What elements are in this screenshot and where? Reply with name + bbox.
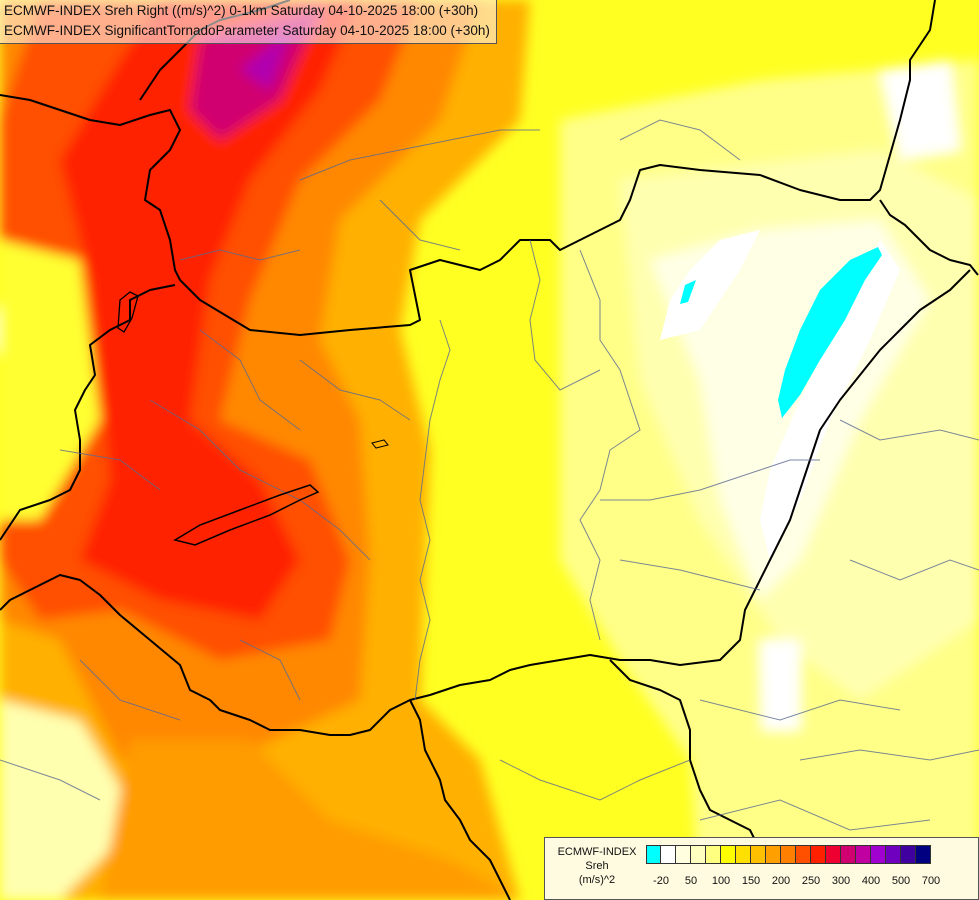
border-north xyxy=(179,0,936,336)
legend-title-line-2: Sreh xyxy=(585,860,609,872)
legend-swatch xyxy=(646,845,661,864)
legend-swatch xyxy=(796,845,811,864)
legend-swatch xyxy=(736,845,751,864)
legend-tick-label: 50 xyxy=(684,875,698,887)
legend-swatch xyxy=(886,845,901,864)
field-yellow-west xyxy=(0,240,100,520)
lake-neusiedl xyxy=(117,291,139,333)
legend-swatch xyxy=(766,845,781,864)
stp-region-cyan xyxy=(778,247,882,418)
legend-swatch xyxy=(856,845,871,864)
title-line-1: ECMWF-INDEX Sreh Right ((m/s)^2) 0-1km S… xyxy=(4,3,479,18)
legend-swatches xyxy=(646,845,931,864)
stp-region-white-small xyxy=(660,230,760,340)
legend-tick-label: 100 xyxy=(711,875,731,887)
stp-region-white xyxy=(760,240,900,560)
legend-swatch xyxy=(871,845,886,864)
border-east xyxy=(0,269,971,736)
color-legend: ECMWF-INDEX Sreh (m/s)^2 -20 50 100 150 200 2… xyxy=(544,837,979,900)
legend-title: ECMWF-INDEX Sreh (m/s)^2 xyxy=(549,845,645,887)
legend-swatch xyxy=(901,845,916,864)
field-red-core xyxy=(60,0,360,620)
legend-tick-label: 300 xyxy=(831,875,851,887)
legend-swatch xyxy=(781,845,796,864)
legend-swatch xyxy=(826,845,841,864)
legend-swatch xyxy=(691,845,706,864)
legend-swatch xyxy=(841,845,856,864)
border-south xyxy=(409,699,511,900)
legend-swatch xyxy=(661,845,676,864)
field-white-south xyxy=(760,640,800,730)
border-northeast xyxy=(879,199,979,276)
lake-small xyxy=(371,439,389,449)
border-northwest xyxy=(0,94,181,281)
field-orange-south xyxy=(100,740,520,900)
field-purple-core xyxy=(240,30,290,90)
field-pale-sw xyxy=(0,700,140,900)
legend-tick-label: 500 xyxy=(891,875,911,887)
legend-swatch xyxy=(706,845,721,864)
legend-tick-label: 150 xyxy=(741,875,761,887)
legend-swatch xyxy=(721,845,736,864)
legend-tick-label: -20 xyxy=(653,875,669,887)
legend-swatch xyxy=(676,845,691,864)
legend-swatch xyxy=(916,845,931,864)
field-white-north xyxy=(880,60,960,160)
regions xyxy=(0,119,979,831)
legend-swatch xyxy=(751,845,766,864)
legend-title-line-1: ECMWF-INDEX xyxy=(557,846,637,858)
map-title: ECMWF-INDEX Sreh Right ((m/s)^2) 0-1km S… xyxy=(0,0,497,44)
lake-balaton xyxy=(173,484,320,546)
title-line-2: ECMWF-INDEX SignificantTornadoParameter … xyxy=(4,23,490,38)
legend-tick-label: 700 xyxy=(921,875,941,887)
legend-ticks: -20 50 100 150 200 250 300 400 500 700 xyxy=(646,875,976,889)
legend-swatch xyxy=(811,845,826,864)
legend-tick-label: 200 xyxy=(771,875,791,887)
legend-title-line-3: (m/s)^2 xyxy=(578,874,616,886)
stp-region-cyan-small xyxy=(680,280,696,304)
legend-tick-label: 250 xyxy=(801,875,821,887)
border-west xyxy=(0,284,176,541)
legend-tick-label: 400 xyxy=(861,875,881,887)
